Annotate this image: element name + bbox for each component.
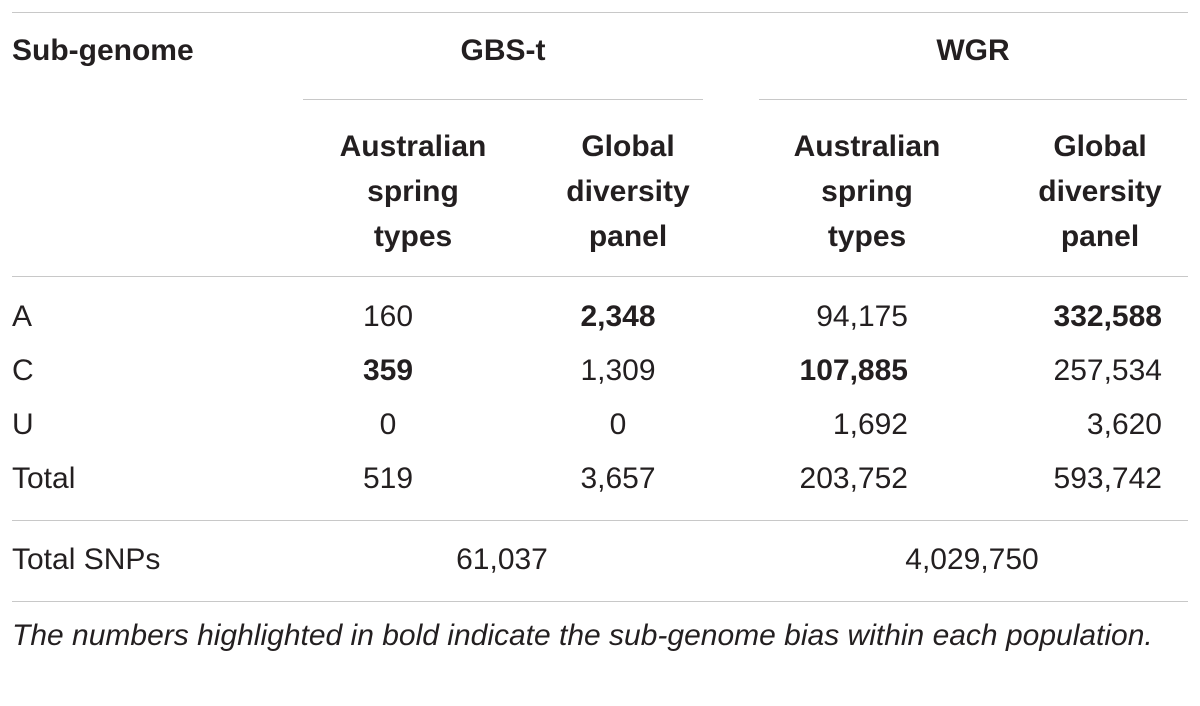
wgr-group-rule bbox=[759, 99, 1187, 100]
total-snps-label: Total SNPs bbox=[12, 543, 161, 576]
cell-gbs-australian: 160 bbox=[362, 300, 414, 333]
cell-gbs-australian: 519 bbox=[362, 462, 414, 495]
row-label: Total bbox=[12, 462, 76, 495]
cell-wgr-global: 593,742 bbox=[1053, 462, 1162, 495]
header-bottom-rule bbox=[12, 276, 1188, 277]
row-label: U bbox=[12, 408, 34, 441]
cell-wgr-global: 257,534 bbox=[1053, 354, 1162, 387]
cell-gbs-global: 2,348 bbox=[580, 300, 656, 333]
total-snps-gbs-t: 61,037 bbox=[456, 543, 548, 576]
header-gbs-global-diversity-panel: Global diversity panel bbox=[566, 130, 690, 253]
table-footnote: The numbers highlighted in bold indicate… bbox=[12, 619, 1153, 652]
row-label: A bbox=[12, 300, 33, 333]
cell-wgr-australian: 107,885 bbox=[799, 354, 908, 387]
cell-gbs-global: 0 bbox=[609, 408, 627, 441]
table-bottom-rule bbox=[12, 601, 1188, 602]
cell-wgr-global: 332,588 bbox=[1053, 300, 1162, 333]
header-sub-genome: Sub-genome bbox=[12, 34, 194, 67]
header-wgr-global-diversity-panel: Global diversity panel bbox=[1038, 130, 1162, 253]
total-snps-wgr: 4,029,750 bbox=[905, 543, 1039, 576]
body-bottom-rule bbox=[12, 520, 1188, 521]
header-wgr-australian-spring-types: Australian spring types bbox=[793, 130, 941, 253]
cell-wgr-australian: 203,752 bbox=[799, 462, 908, 495]
cell-gbs-australian: 359 bbox=[362, 354, 414, 387]
header-group-wgr: WGR bbox=[936, 34, 1010, 67]
row-label: C bbox=[12, 354, 34, 387]
cell-wgr-australian: 94,175 bbox=[816, 300, 908, 333]
gbs-group-rule bbox=[303, 99, 703, 100]
cell-gbs-global: 1,309 bbox=[580, 354, 656, 387]
cell-gbs-global: 3,657 bbox=[580, 462, 656, 495]
header-group-gbs-t: GBS-t bbox=[460, 34, 546, 67]
cell-wgr-global: 3,620 bbox=[1086, 408, 1162, 441]
header-gbs-australian-spring-types: Australian spring types bbox=[339, 130, 487, 253]
cell-wgr-australian: 1,692 bbox=[832, 408, 908, 441]
top-rule bbox=[12, 12, 1188, 13]
cell-gbs-australian: 0 bbox=[379, 408, 397, 441]
